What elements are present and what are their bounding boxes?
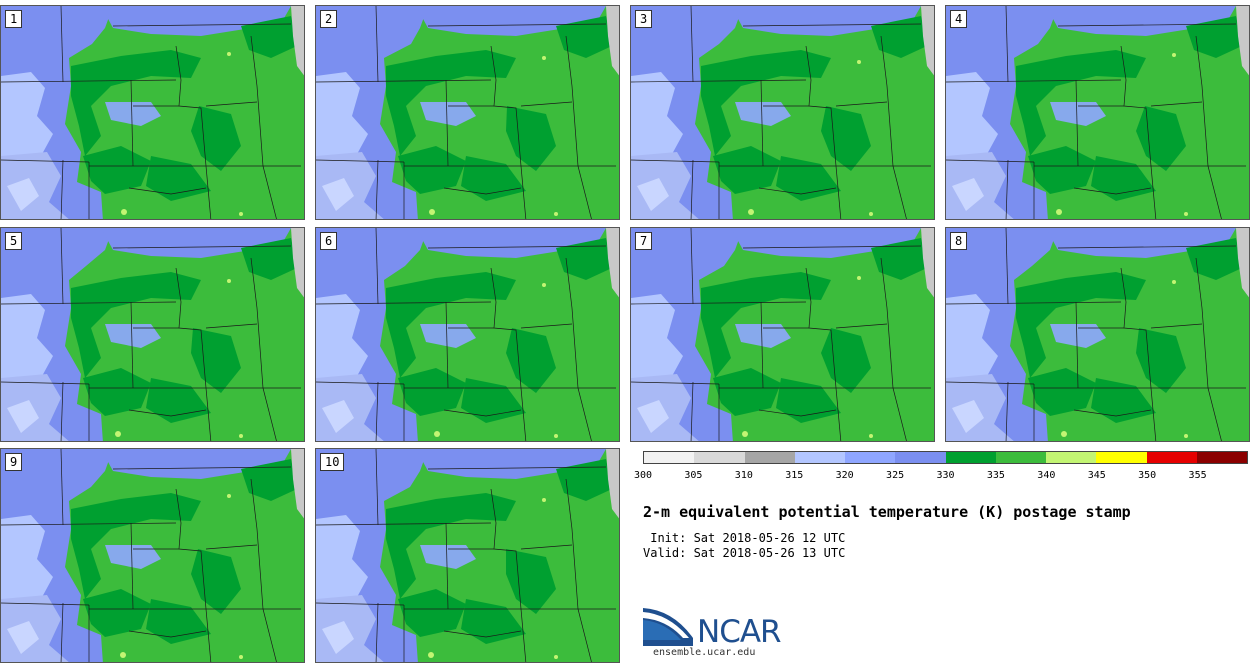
panel-label: 8 (950, 232, 968, 250)
ncar-logo[interactable]: NCAR ensemble.ucar.edu (643, 606, 793, 662)
colorbar-tick-label: 305 (684, 470, 703, 481)
colorbar-tick-label: 355 (1188, 470, 1207, 481)
panel-label: 10 (320, 453, 345, 471)
init-time: Init: Sat 2018-05-26 12 UTC (643, 531, 846, 545)
colorbar-segment (995, 452, 1046, 463)
map-panel: 7 (630, 227, 935, 442)
colorbar-segment (1096, 452, 1147, 463)
colorbar-segment (1146, 452, 1197, 463)
map-panel: 3 (630, 5, 935, 220)
map-panel: 10 (315, 448, 620, 663)
colorbar-segment (945, 452, 996, 463)
colorbar-segment (744, 452, 795, 463)
colorbar-segment (1046, 452, 1097, 463)
panel-label: 3 (635, 10, 653, 28)
colorbar (643, 451, 1248, 464)
panel-label: 5 (5, 232, 23, 250)
colorbar-tick-label: 325 (886, 470, 905, 481)
panel-label: 1 (5, 10, 23, 28)
colorbar-tick-label: 320 (835, 470, 854, 481)
panel-label: 7 (635, 232, 653, 250)
colorbar-segment (895, 452, 946, 463)
valid-time: Valid: Sat 2018-05-26 13 UTC (643, 546, 846, 560)
map-panel: 8 (945, 227, 1250, 442)
colorbar-tick-label: 310 (734, 470, 753, 481)
panel-label: 2 (320, 10, 338, 28)
ncar-swoosh-icon (643, 608, 693, 646)
colorbar-tick-label: 350 (1138, 470, 1157, 481)
colorbar-segment (694, 452, 745, 463)
map-panel: 1 (0, 5, 305, 220)
time-info: Init: Sat 2018-05-26 12 UTC Valid: Sat 2… (643, 531, 845, 561)
map-panel: 2 (315, 5, 620, 220)
colorbar-tick-label: 335 (986, 470, 1005, 481)
map-panel: 5 (0, 227, 305, 442)
colorbar-tick-label: 345 (1087, 470, 1106, 481)
colorbar-segment (845, 452, 896, 463)
map-panel: 6 (315, 227, 620, 442)
colorbar-segment (794, 452, 845, 463)
panel-label: 6 (320, 232, 338, 250)
panel-label: 9 (5, 453, 23, 471)
colorbar-ticks: 300 305 310 315 320 325 330 335 340 345 350 355 (634, 470, 1248, 484)
colorbar-segment (1196, 452, 1247, 463)
colorbar-tick-label: 340 (1037, 470, 1056, 481)
colorbar-tick-label: 300 (633, 470, 653, 481)
map-panel: 4 (945, 5, 1250, 220)
colorbar-segment (644, 452, 695, 463)
ensemble-url[interactable]: ensemble.ucar.edu (653, 647, 756, 658)
map-panel: 9 (0, 448, 305, 663)
colorbar-tick-label: 315 (785, 470, 804, 481)
panel-label: 4 (950, 10, 968, 28)
ncar-logo-text: NCAR (697, 614, 782, 650)
colorbar-tick-label: 330 (936, 470, 955, 481)
chart-title: 2-m equivalent potential temperature (K)… (643, 503, 1131, 521)
